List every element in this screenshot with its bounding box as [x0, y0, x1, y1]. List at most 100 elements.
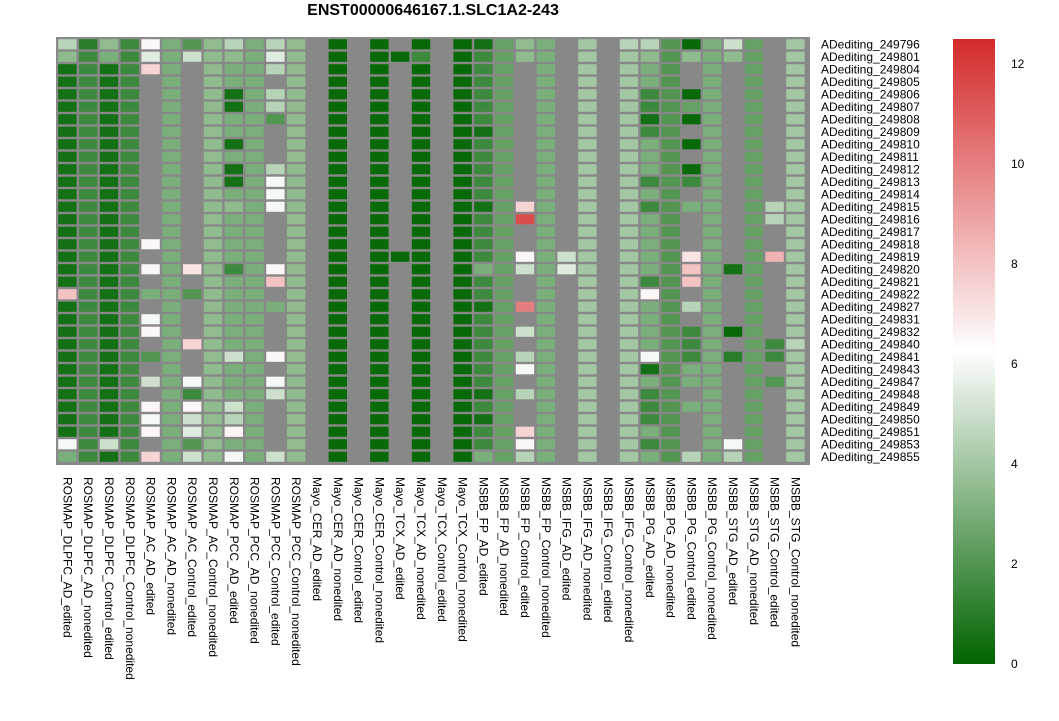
heatmap-cell: [79, 439, 98, 450]
heatmap-cell: [661, 76, 680, 87]
heatmap-cell: [515, 401, 535, 412]
color-legend-bar: [953, 39, 995, 664]
heatmap-cell: [266, 401, 285, 412]
heatmap-cell: [307, 389, 327, 400]
heatmap-cell: [391, 351, 410, 362]
row-label: ADediting_249831: [821, 312, 920, 326]
row-label: ADediting_249827: [821, 300, 920, 314]
heatmap-cell: [557, 376, 576, 387]
heatmap-cell: [474, 326, 493, 337]
heatmap-cell: [619, 151, 639, 162]
heatmap-cell: [786, 51, 805, 62]
heatmap-cell: [744, 301, 763, 312]
heatmap-cell: [474, 114, 493, 125]
heatmap-cell: [723, 264, 743, 275]
heatmap-cell: [370, 289, 389, 300]
heatmap-cell: [370, 64, 389, 75]
heatmap-cell: [536, 226, 555, 237]
heatmap-cell: [411, 389, 431, 400]
heatmap-cell: [99, 364, 119, 375]
heatmap-cell: [245, 176, 264, 187]
heatmap-cell: [411, 451, 431, 462]
heatmap-cell: [266, 126, 285, 137]
heatmap-cell: [640, 64, 659, 75]
heatmap-cell: [391, 214, 410, 225]
heatmap-cell: [370, 39, 389, 50]
heatmap-cell: [765, 376, 784, 387]
heatmap-cell: [744, 389, 763, 400]
heatmap-cell: [765, 39, 784, 50]
heatmap-cell: [515, 139, 535, 150]
heatmap-cell: [120, 89, 139, 100]
heatmap-cell: [474, 339, 493, 350]
heatmap-cell: [640, 151, 659, 162]
heatmap-cell: [307, 214, 327, 225]
heatmap-cell: [786, 101, 805, 112]
heatmap-cell: [661, 101, 680, 112]
heatmap-cell: [141, 139, 160, 150]
heatmap-cell: [661, 301, 680, 312]
row-label: ADediting_249813: [821, 175, 920, 189]
heatmap-cell: [99, 201, 119, 212]
heatmap-cell: [245, 189, 264, 200]
heatmap-cell: [515, 276, 535, 287]
heatmap-cell: [411, 439, 431, 450]
heatmap-cell: [141, 76, 160, 87]
heatmap-cell: [141, 289, 160, 300]
heatmap-cell: [661, 226, 680, 237]
heatmap-cell: [432, 139, 451, 150]
heatmap-cell: [79, 301, 98, 312]
heatmap-cell: [58, 76, 77, 87]
heatmap-cell: [99, 226, 119, 237]
heatmap-cell: [307, 76, 327, 87]
heatmap-cell: [58, 439, 77, 450]
row-label: ADediting_249840: [821, 337, 920, 351]
heatmap-cell: [619, 126, 639, 137]
heatmap-cell: [183, 414, 202, 425]
heatmap-cell: [765, 239, 784, 250]
heatmap-cell: [744, 214, 763, 225]
heatmap-cell: [224, 439, 243, 450]
column-label: Mayo_CER_Control_edited: [352, 477, 366, 623]
heatmap-cell: [99, 451, 119, 462]
heatmap-cell: [99, 101, 119, 112]
heatmap-cell: [203, 89, 223, 100]
heatmap-cell: [703, 376, 722, 387]
heatmap-cell: [99, 414, 119, 425]
heatmap-cell: [203, 264, 223, 275]
heatmap-cell: [141, 51, 160, 62]
heatmap-cell: [515, 76, 535, 87]
heatmap-cell: [370, 89, 389, 100]
heatmap-cell: [515, 89, 535, 100]
row-label: ADediting_249812: [821, 162, 920, 176]
heatmap-cell: [411, 401, 431, 412]
heatmap-cell: [599, 326, 618, 337]
heatmap-cell: [453, 401, 472, 412]
heatmap-cell: [682, 414, 701, 425]
heatmap-cell: [307, 414, 327, 425]
heatmap-cell: [723, 176, 743, 187]
heatmap-cell: [349, 114, 368, 125]
heatmap-cell: [536, 114, 555, 125]
heatmap-cell: [703, 426, 722, 437]
heatmap-cell: [349, 376, 368, 387]
column-label: MSBB_PG_Control_edited: [684, 477, 698, 620]
heatmap-cell: [162, 101, 181, 112]
heatmap-cell: [495, 89, 514, 100]
heatmap-cell: [474, 201, 493, 212]
heatmap-cell: [162, 139, 181, 150]
heatmap-cell: [661, 214, 680, 225]
heatmap-cell: [307, 264, 327, 275]
heatmap-cell: [723, 101, 743, 112]
heatmap-cell: [120, 389, 139, 400]
heatmap-cell: [536, 364, 555, 375]
heatmap-cell: [578, 126, 597, 137]
heatmap-cell: [640, 176, 659, 187]
heatmap-cell: [786, 176, 805, 187]
heatmap-cell: [349, 289, 368, 300]
row-label: ADediting_249820: [821, 262, 920, 276]
heatmap-cell: [599, 414, 618, 425]
heatmap-cell: [619, 39, 639, 50]
heatmap-cell: [640, 339, 659, 350]
heatmap-cell: [203, 51, 223, 62]
